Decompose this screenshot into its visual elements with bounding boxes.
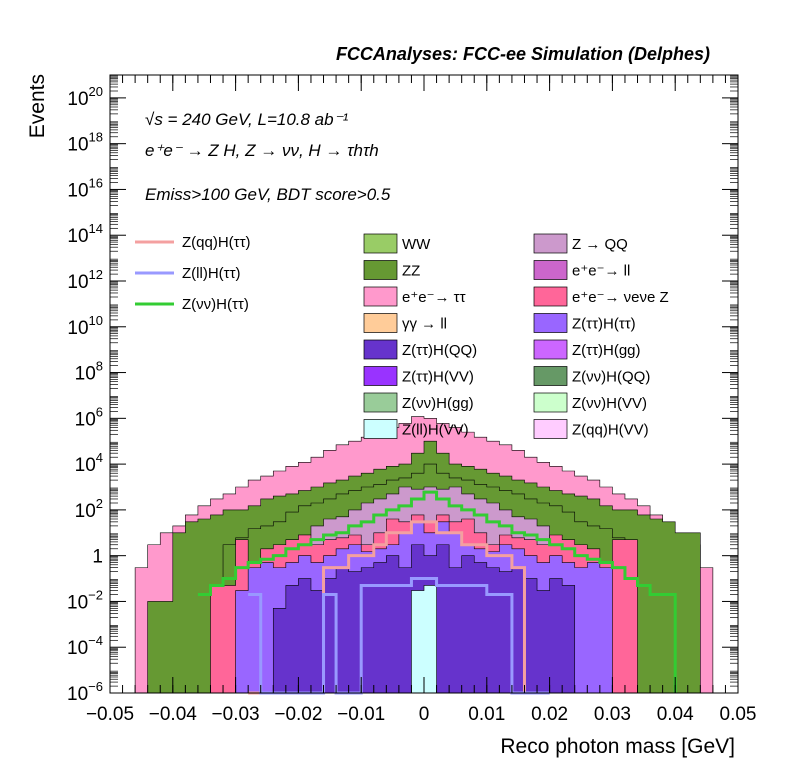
y-tick-label: 1016 [67, 175, 103, 201]
legend-label-z-h: Z(νν)H(ττ) [182, 296, 249, 313]
legend: Z(qq)H(ττ) Z(ll)H(ττ) Z(νν)H(ττ) WW Z → QQ ZZ… [135, 233, 669, 439]
legend-swatch-z-h-vv [533, 392, 568, 413]
legend-label-z-ll-h: Z(ll)H(ττ) [182, 265, 241, 282]
x-tick-label: 0.04 [657, 704, 694, 725]
y-tick-label: 102 [75, 496, 103, 522]
legend-label-z-qq-h-vv: Z(qq)H(VV) [572, 422, 649, 439]
y-axis: 10−6 10−4 10−2 1 102 104 106 108 1010 1012 1014 101… [67, 75, 738, 705]
y-tick-label: 1012 [67, 267, 103, 293]
legend-label-z-h-vv: Z(νν)H(VV) [572, 395, 647, 412]
legend-label-z-ll-h-vv: Z(ll)H(VV) [402, 422, 469, 439]
legend-label-z-h: Z(ττ)H(ττ) [572, 316, 636, 333]
legend-swatch-ll [363, 313, 398, 333]
y-tick-label: 108 [75, 359, 103, 385]
legend-swatch-e-e-e-e-z [533, 286, 568, 307]
legend-swatch-z-h-gg [363, 392, 398, 413]
legend-label-e-e-e-e-z: e⁺e⁻→ νeνe Z [572, 289, 669, 306]
legend-swatch-z-h-qq [533, 366, 568, 386]
legend-swatch-z-h [533, 313, 568, 333]
chart-header: FCCAnalyses: FCC-ee Simulation (Delphes) [336, 44, 710, 64]
y-tick-label: 10−6 [67, 679, 103, 705]
y-tick-label: 106 [75, 404, 103, 430]
signal-line-z-h [197, 490, 677, 693]
legend-label-ww: WW [402, 236, 431, 253]
legend-label-e-e-ll: e⁺e⁻→ ll [572, 263, 630, 280]
x-tick-label: −0.05 [86, 704, 134, 725]
y-tick-label: 104 [75, 450, 103, 476]
stacked-histograms [110, 416, 738, 694]
legend-swatch-z-h-qq [363, 339, 398, 360]
legend-swatch-z-h-gg [533, 339, 568, 360]
x-tick-label: 0.05 [720, 704, 757, 725]
x-tick-label: 0.02 [531, 704, 568, 725]
x-tick-label: 0.01 [468, 704, 505, 725]
y-tick-label: 1014 [67, 221, 103, 247]
legend-label-z-qq-h: Z(qq)H(ττ) [182, 234, 251, 251]
legend-label-z-qq: Z → QQ [572, 236, 628, 253]
y-tick-label: 10−4 [67, 633, 103, 659]
legend-swatch-e-e-ll [533, 260, 568, 280]
legend-label-ll: γγ → ll [402, 316, 447, 333]
x-tick-label: −0.02 [274, 704, 322, 725]
legend-label-z-h-gg: Z(ττ)H(gg) [572, 342, 641, 359]
legend-swatch-ww [363, 233, 398, 254]
x-tick-label: −0.03 [212, 704, 260, 725]
annotation-line-2: e⁺e⁻ → Z H, Z → νν, H → τhτh [145, 141, 379, 160]
x-axis: −0.05 −0.04 −0.03 −0.02 −0.01 0 0.01 0.02 0.03 0.… [86, 75, 757, 725]
legend-swatch-z-qq-h-vv [533, 419, 568, 439]
annotation-line-1: √s = 240 GeV, L=10.8 ab⁻¹ [145, 110, 349, 129]
legend-label-zz: ZZ [402, 263, 420, 280]
y-tick-label: 1020 [67, 84, 103, 110]
legend-swatch-zz [363, 260, 398, 280]
y-tick-label: 1 [92, 547, 103, 568]
legend-swatch-z-qq [533, 233, 568, 254]
x-axis-label: Reco photon mass [GeV] [500, 735, 735, 758]
annotation-line-3: Emiss>100 GeV, BDT score>0.5 [145, 185, 391, 204]
y-axis-label: Events [26, 74, 49, 138]
y-tick-label: 10−2 [67, 587, 103, 613]
legend-label-z-h-qq: Z(ττ)H(QQ) [402, 342, 477, 359]
x-tick-label: 0.03 [594, 704, 631, 725]
legend-label-z-h-qq: Z(νν)H(QQ) [572, 369, 650, 386]
annotations: √s = 240 GeV, L=10.8 ab⁻¹ e⁺e⁻ → Z H, Z →… [145, 110, 391, 204]
legend-swatch-z-ll-h-vv [363, 419, 398, 439]
x-tick-label: −0.01 [337, 704, 385, 725]
x-tick-label: 0 [419, 704, 430, 725]
y-tick-label: 1018 [67, 130, 103, 156]
x-tick-label: −0.04 [149, 704, 198, 725]
legend-swatch-e-e [363, 286, 398, 307]
legend-label-z-h-vv: Z(ττ)H(VV) [402, 369, 474, 386]
histogram-z-ll-h-vv-7 [411, 585, 437, 694]
y-tick-label: 1010 [67, 313, 103, 339]
legend-label-z-h-gg: Z(νν)H(gg) [402, 395, 474, 412]
legend-label-e-e: e⁺e⁻→ ττ [402, 289, 466, 306]
legend-swatch-z-h-vv [363, 366, 398, 386]
